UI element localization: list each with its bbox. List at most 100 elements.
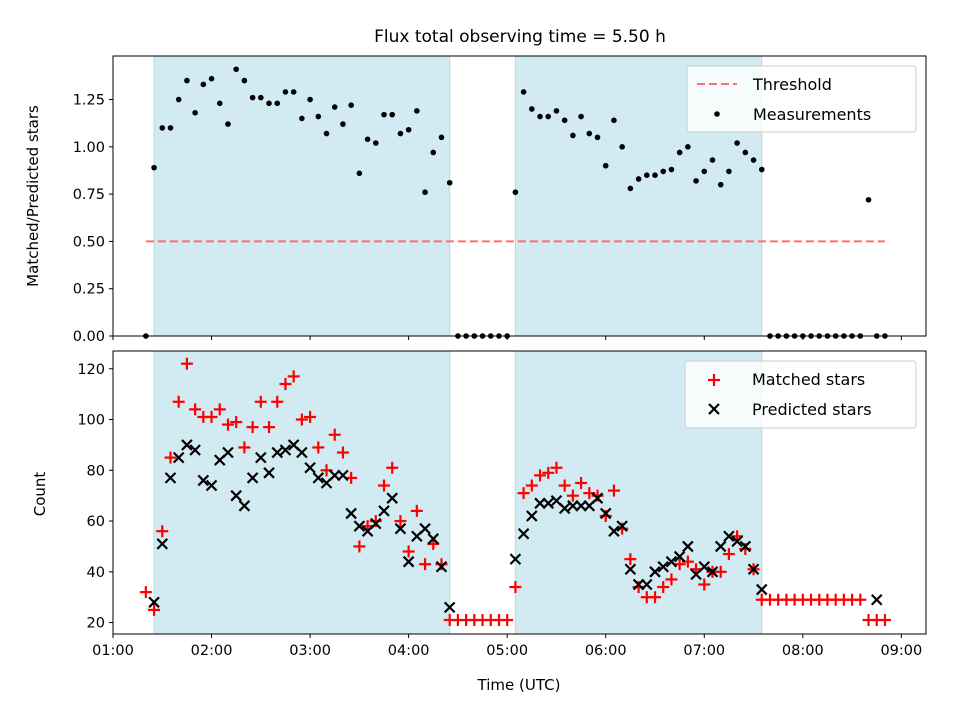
predicted-star-point [706, 566, 719, 578]
measurement-point [249, 94, 256, 101]
predicted-star-point [386, 492, 398, 504]
matched-star-point [139, 586, 152, 599]
measurement-point [274, 100, 281, 107]
count-panel: 20 40 60 80 100 120 01:00 02:00 03:00 04:00 05:00… [31, 350, 927, 694]
predicted-star-point [731, 535, 743, 548]
predicted-star-point [255, 451, 267, 464]
measurement-point [438, 134, 445, 141]
measurement-point [266, 100, 272, 107]
measurement-point [619, 144, 625, 150]
bottom-y-axis-label: Count [31, 472, 49, 517]
predicted-star-point [378, 505, 390, 517]
measurement-point [758, 166, 765, 173]
predicted-star-point [682, 540, 694, 553]
measurement-point [578, 113, 584, 120]
measurement-point [676, 149, 683, 156]
predicted-star-point [723, 530, 735, 543]
top-y-axis-ticks: 0.00 0.25 0.50 0.75 1.00 1.25 [73, 93, 113, 345]
bottom-y-axis-ticks: 20 40 60 80 100 120 [77, 362, 113, 632]
predicted-star-point [435, 560, 448, 573]
x-axis-label: Time (UTC) [477, 676, 561, 694]
matched-star-point [402, 545, 415, 558]
predicted-star-point [312, 472, 325, 484]
y-tick-label: 0.75 [73, 187, 105, 203]
measurement-point [717, 181, 724, 188]
predicted-star-point [591, 492, 604, 504]
x-tick-label: 09:00 [880, 643, 922, 659]
measurement-point [258, 94, 264, 101]
x-tick-label: 01:00 [92, 643, 134, 659]
predicted-star-point [739, 540, 752, 553]
y-tick-label: 100 [77, 413, 105, 429]
top-legend: Threshold Measurements [686, 65, 917, 133]
predicted-star-point [197, 474, 210, 487]
matched-star-point [279, 377, 292, 390]
matched-star-point [328, 428, 341, 441]
top-x-axis-ticks [112, 336, 902, 340]
predicted-star-point [665, 555, 678, 568]
matched-star-point [189, 403, 202, 416]
top-legend-box [686, 65, 917, 133]
matched-star-point [878, 614, 891, 627]
chart-title: Flux total observing time = 5.50 h [374, 27, 666, 47]
measurement-point [225, 121, 231, 127]
matched-star-point [714, 565, 727, 578]
matched-legend-label: Matched stars [752, 370, 865, 389]
predicted-star-point [205, 479, 218, 492]
matched-star-point [607, 484, 620, 497]
bottom-legend: Matched stars Predicted stars [684, 360, 917, 429]
measurement-point [545, 113, 552, 120]
matched-star-point [205, 410, 218, 423]
matched-star-point [558, 479, 571, 492]
matched-star-point [410, 504, 423, 517]
measurement-point [570, 132, 576, 139]
measurement-point [693, 178, 699, 184]
bottom-legend-box [684, 360, 917, 429]
measurement-point [537, 113, 543, 120]
predicted-star-point [657, 560, 669, 573]
matched-star-point [394, 515, 407, 528]
y-tick-label: 0.00 [73, 329, 105, 345]
measurement-point [512, 189, 519, 196]
matched-star-point [378, 479, 390, 492]
matched-star-point [263, 421, 276, 434]
measurement-point [668, 166, 675, 173]
matched-star-point [542, 466, 555, 479]
bottom-observing-windows [153, 350, 763, 635]
predicted-star-point [616, 520, 628, 532]
predicted-star-point [558, 502, 571, 515]
measurement-point [175, 96, 182, 103]
matched-star-point [336, 446, 349, 459]
matched-star-point [698, 578, 711, 591]
matched-star-point [271, 395, 284, 408]
predicted-star-point [238, 500, 251, 512]
predicted-star-point [402, 555, 415, 568]
measurement-point [364, 136, 371, 143]
bottom-plot-frame [112, 350, 927, 635]
predicted-star-point [649, 566, 661, 578]
measurement-point [611, 117, 617, 124]
matched-star-point [304, 410, 317, 423]
measurement-point [529, 106, 535, 112]
measurement-point [734, 140, 740, 146]
predicted-star-point [345, 507, 357, 520]
x-tick-label: 06:00 [585, 643, 627, 659]
matched-star-point [230, 416, 243, 429]
observing-window-1 [153, 55, 451, 337]
matched-star-point [312, 441, 325, 454]
predicted-star-point [246, 472, 259, 484]
predicted-star-point [509, 553, 522, 565]
threshold-legend-label: Threshold [752, 75, 832, 94]
matched-star-point [246, 421, 259, 434]
predicted-star-point [172, 451, 185, 464]
y-tick-label: 20 [87, 616, 105, 632]
predicted-star-point [599, 507, 612, 520]
predicted-star-point [608, 525, 620, 537]
matched-star-point [164, 451, 177, 464]
predicted-star-point [181, 439, 193, 451]
matched-star-point [180, 357, 193, 370]
observing-window-1 [153, 350, 451, 635]
matched-star-point [386, 461, 399, 474]
matched-star-point [624, 553, 637, 566]
predicted-star-point [189, 444, 201, 456]
